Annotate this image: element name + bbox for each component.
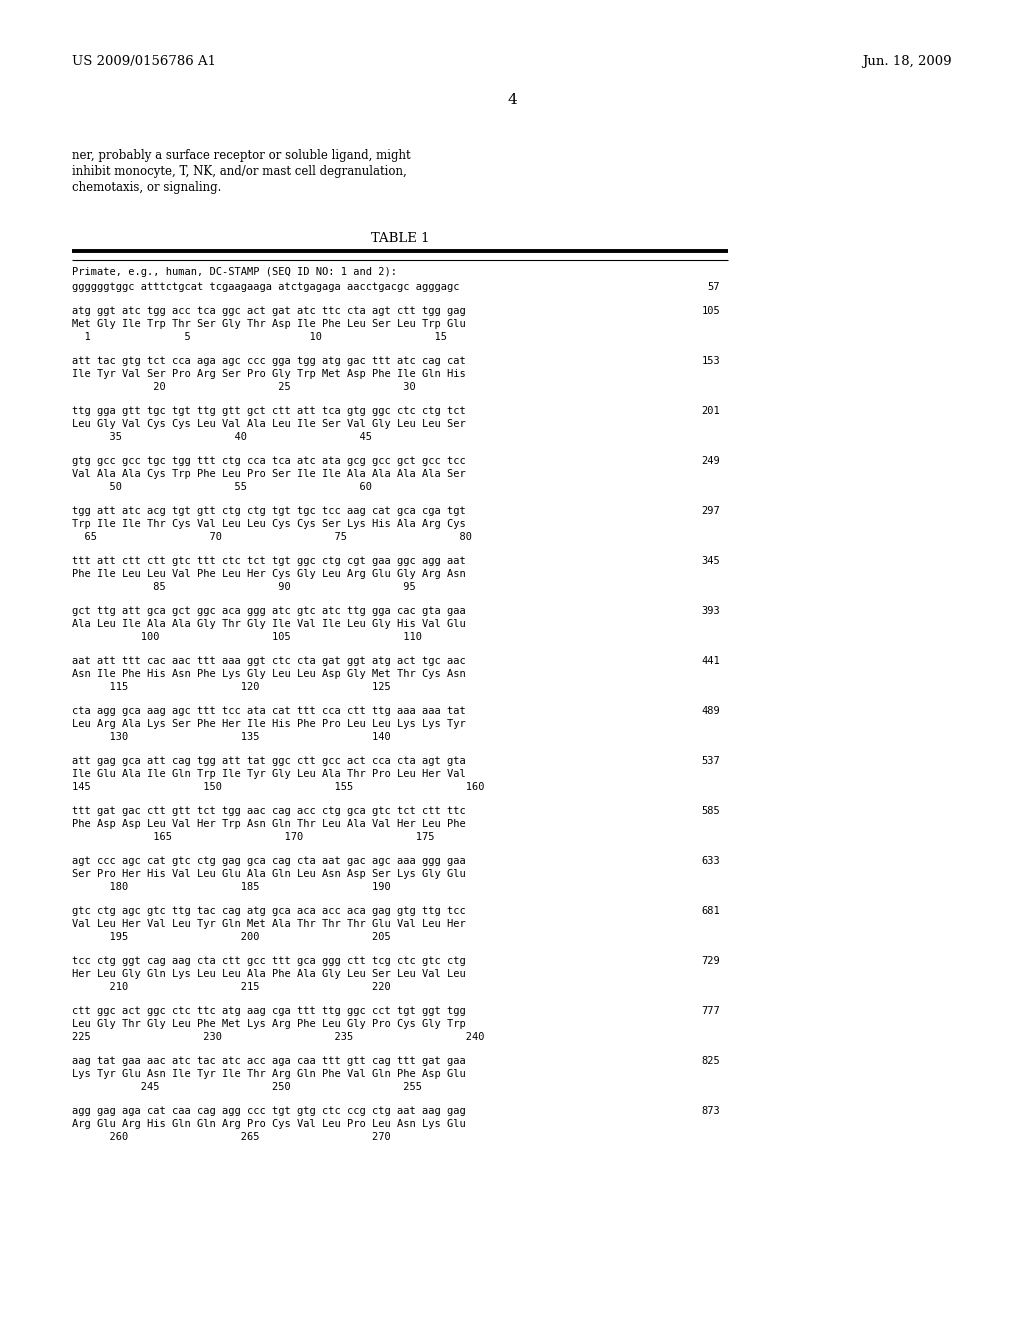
Text: 100                  105                  110: 100 105 110: [72, 632, 422, 642]
Text: 585: 585: [701, 807, 720, 816]
Text: 1               5                   10                  15: 1 5 10 15: [72, 333, 447, 342]
Text: Jun. 18, 2009: Jun. 18, 2009: [862, 55, 952, 69]
Text: Asn Ile Phe His Asn Phe Lys Gly Leu Leu Asp Gly Met Thr Cys Asn: Asn Ile Phe His Asn Phe Lys Gly Leu Leu …: [72, 669, 466, 678]
Text: 180                  185                  190: 180 185 190: [72, 882, 391, 892]
Text: 165                  170                  175: 165 170 175: [72, 832, 434, 842]
Text: 249: 249: [701, 455, 720, 466]
Text: 105: 105: [701, 306, 720, 315]
Text: 681: 681: [701, 906, 720, 916]
Text: Leu Arg Ala Lys Ser Phe Her Ile His Phe Pro Leu Leu Lys Lys Tyr: Leu Arg Ala Lys Ser Phe Her Ile His Phe …: [72, 719, 466, 729]
Text: 115                  120                  125: 115 120 125: [72, 682, 391, 692]
Text: atg ggt atc tgg acc tca ggc act gat atc ttc cta agt ctt tgg gag: atg ggt atc tgg acc tca ggc act gat atc …: [72, 306, 466, 315]
Text: 20                  25                  30: 20 25 30: [72, 381, 416, 392]
Text: US 2009/0156786 A1: US 2009/0156786 A1: [72, 55, 216, 69]
Text: ttt att ctt ctt gtc ttt ctc tct tgt ggc ctg cgt gaa ggc agg aat: ttt att ctt ctt gtc ttt ctc tct tgt ggc …: [72, 556, 466, 566]
Text: att gag gca att cag tgg att tat ggc ctt gcc act cca cta agt gta: att gag gca att cag tgg att tat ggc ctt …: [72, 756, 466, 766]
Text: Ile Tyr Val Ser Pro Arg Ser Pro Gly Trp Met Asp Phe Ile Gln His: Ile Tyr Val Ser Pro Arg Ser Pro Gly Trp …: [72, 370, 466, 379]
Text: gct ttg att gca gct ggc aca ggg atc gtc atc ttg gga cac gta gaa: gct ttg att gca gct ggc aca ggg atc gtc …: [72, 606, 466, 616]
Text: gtc ctg agc gtc ttg tac cag atg gca aca acc aca gag gtg ttg tcc: gtc ctg agc gtc ttg tac cag atg gca aca …: [72, 906, 466, 916]
Text: 65                  70                  75                  80: 65 70 75 80: [72, 532, 472, 543]
Text: Val Ala Ala Cys Trp Phe Leu Pro Ser Ile Ile Ala Ala Ala Ala Ser: Val Ala Ala Cys Trp Phe Leu Pro Ser Ile …: [72, 469, 466, 479]
Text: Trp Ile Ile Thr Cys Val Leu Leu Cys Cys Ser Lys His Ala Arg Cys: Trp Ile Ile Thr Cys Val Leu Leu Cys Cys …: [72, 519, 466, 529]
Text: Phe Asp Asp Leu Val Her Trp Asn Gln Thr Leu Ala Val Her Leu Phe: Phe Asp Asp Leu Val Her Trp Asn Gln Thr …: [72, 818, 466, 829]
Text: Phe Ile Leu Leu Val Phe Leu Her Cys Gly Leu Arg Glu Gly Arg Asn: Phe Ile Leu Leu Val Phe Leu Her Cys Gly …: [72, 569, 466, 579]
Text: 729: 729: [701, 956, 720, 966]
Text: Arg Glu Arg His Gln Gln Arg Pro Cys Val Leu Pro Leu Asn Lys Glu: Arg Glu Arg His Gln Gln Arg Pro Cys Val …: [72, 1119, 466, 1129]
Text: 260                  265                  270: 260 265 270: [72, 1133, 391, 1142]
Text: ttg gga gtt tgc tgt ttg gtt gct ctt att tca gtg ggc ctc ctg tct: ttg gga gtt tgc tgt ttg gtt gct ctt att …: [72, 407, 466, 416]
Text: 85                  90                  95: 85 90 95: [72, 582, 416, 591]
Text: Ala Leu Ile Ala Ala Gly Thr Gly Ile Val Ile Leu Gly His Val Glu: Ala Leu Ile Ala Ala Gly Thr Gly Ile Val …: [72, 619, 466, 630]
Text: agg gag aga cat caa cag agg ccc tgt gtg ctc ccg ctg aat aag gag: agg gag aga cat caa cag agg ccc tgt gtg …: [72, 1106, 466, 1115]
Text: Ile Glu Ala Ile Gln Trp Ile Tyr Gly Leu Ala Thr Pro Leu Her Val: Ile Glu Ala Ile Gln Trp Ile Tyr Gly Leu …: [72, 770, 466, 779]
Text: TABLE 1: TABLE 1: [371, 231, 429, 244]
Text: 873: 873: [701, 1106, 720, 1115]
Text: Primate, e.g., human, DC-STAMP (SEQ ID NO: 1 and 2):: Primate, e.g., human, DC-STAMP (SEQ ID N…: [72, 267, 397, 277]
Text: 195                  200                  205: 195 200 205: [72, 932, 391, 942]
Text: Her Leu Gly Gln Lys Leu Leu Ala Phe Ala Gly Leu Ser Leu Val Leu: Her Leu Gly Gln Lys Leu Leu Ala Phe Ala …: [72, 969, 466, 979]
Text: Ser Pro Her His Val Leu Glu Ala Gln Leu Asn Asp Ser Lys Gly Glu: Ser Pro Her His Val Leu Glu Ala Gln Leu …: [72, 869, 466, 879]
Text: 825: 825: [701, 1056, 720, 1067]
Text: 210                  215                  220: 210 215 220: [72, 982, 391, 993]
Text: 225                  230                  235                  240: 225 230 235 240: [72, 1032, 484, 1041]
Text: Leu Gly Thr Gly Leu Phe Met Lys Arg Phe Leu Gly Pro Cys Gly Trp: Leu Gly Thr Gly Leu Phe Met Lys Arg Phe …: [72, 1019, 466, 1030]
Text: ner, probably a surface receptor or soluble ligand, might: ner, probably a surface receptor or solu…: [72, 149, 411, 161]
Text: tgg att atc acg tgt gtt ctg ctg tgt tgc tcc aag cat gca cga tgt: tgg att atc acg tgt gtt ctg ctg tgt tgc …: [72, 506, 466, 516]
Text: 245                  250                  255: 245 250 255: [72, 1082, 422, 1092]
Text: aag tat gaa aac atc tac atc acc aga caa ttt gtt cag ttt gat gaa: aag tat gaa aac atc tac atc acc aga caa …: [72, 1056, 466, 1067]
Text: cta agg gca aag agc ttt tcc ata cat ttt cca ctt ttg aaa aaa tat: cta agg gca aag agc ttt tcc ata cat ttt …: [72, 706, 466, 715]
Text: ttt gat gac ctt gtt tct tgg aac cag acc ctg gca gtc tct ctt ttc: ttt gat gac ctt gtt tct tgg aac cag acc …: [72, 807, 466, 816]
Text: 130                  135                  140: 130 135 140: [72, 733, 391, 742]
Text: 50                  55                  60: 50 55 60: [72, 482, 372, 492]
Text: 393: 393: [701, 606, 720, 616]
Text: 297: 297: [701, 506, 720, 516]
Text: 57: 57: [708, 282, 720, 292]
Text: 777: 777: [701, 1006, 720, 1016]
Text: 633: 633: [701, 855, 720, 866]
Text: Lys Tyr Glu Asn Ile Tyr Ile Thr Arg Gln Phe Val Gln Phe Asp Glu: Lys Tyr Glu Asn Ile Tyr Ile Thr Arg Gln …: [72, 1069, 466, 1078]
Text: 489: 489: [701, 706, 720, 715]
Text: Val Leu Her Val Leu Tyr Gln Met Ala Thr Thr Thr Glu Val Leu Her: Val Leu Her Val Leu Tyr Gln Met Ala Thr …: [72, 919, 466, 929]
Text: 145                  150                  155                  160: 145 150 155 160: [72, 781, 484, 792]
Text: 345: 345: [701, 556, 720, 566]
Text: agt ccc agc cat gtc ctg gag gca cag cta aat gac agc aaa ggg gaa: agt ccc agc cat gtc ctg gag gca cag cta …: [72, 855, 466, 866]
Text: ctt ggc act ggc ctc ttc atg aag cga ttt ttg ggc cct tgt ggt tgg: ctt ggc act ggc ctc ttc atg aag cga ttt …: [72, 1006, 466, 1016]
Text: 201: 201: [701, 407, 720, 416]
Text: 537: 537: [701, 756, 720, 766]
Text: 441: 441: [701, 656, 720, 667]
Text: Met Gly Ile Trp Thr Ser Gly Thr Asp Ile Phe Leu Ser Leu Trp Glu: Met Gly Ile Trp Thr Ser Gly Thr Asp Ile …: [72, 319, 466, 329]
Text: gtg gcc gcc tgc tgg ttt ctg cca tca atc ata gcg gcc gct gcc tcc: gtg gcc gcc tgc tgg ttt ctg cca tca atc …: [72, 455, 466, 466]
Text: 35                  40                  45: 35 40 45: [72, 432, 372, 442]
Text: ggggggtggc atttctgcat tcgaagaaga atctgagaga aacctgacgc agggagc: ggggggtggc atttctgcat tcgaagaaga atctgag…: [72, 282, 460, 292]
Text: aat att ttt cac aac ttt aaa ggt ctc cta gat ggt atg act tgc aac: aat att ttt cac aac ttt aaa ggt ctc cta …: [72, 656, 466, 667]
Text: 153: 153: [701, 356, 720, 366]
Text: att tac gtg tct cca aga agc ccc gga tgg atg gac ttt atc cag cat: att tac gtg tct cca aga agc ccc gga tgg …: [72, 356, 466, 366]
Text: chemotaxis, or signaling.: chemotaxis, or signaling.: [72, 181, 221, 194]
Text: inhibit monocyte, T, NK, and/or mast cell degranulation,: inhibit monocyte, T, NK, and/or mast cel…: [72, 165, 407, 177]
Text: Leu Gly Val Cys Cys Leu Val Ala Leu Ile Ser Val Gly Leu Leu Ser: Leu Gly Val Cys Cys Leu Val Ala Leu Ile …: [72, 418, 466, 429]
Text: 4: 4: [507, 92, 517, 107]
Text: tcc ctg ggt cag aag cta ctt gcc ttt gca ggg ctt tcg ctc gtc ctg: tcc ctg ggt cag aag cta ctt gcc ttt gca …: [72, 956, 466, 966]
